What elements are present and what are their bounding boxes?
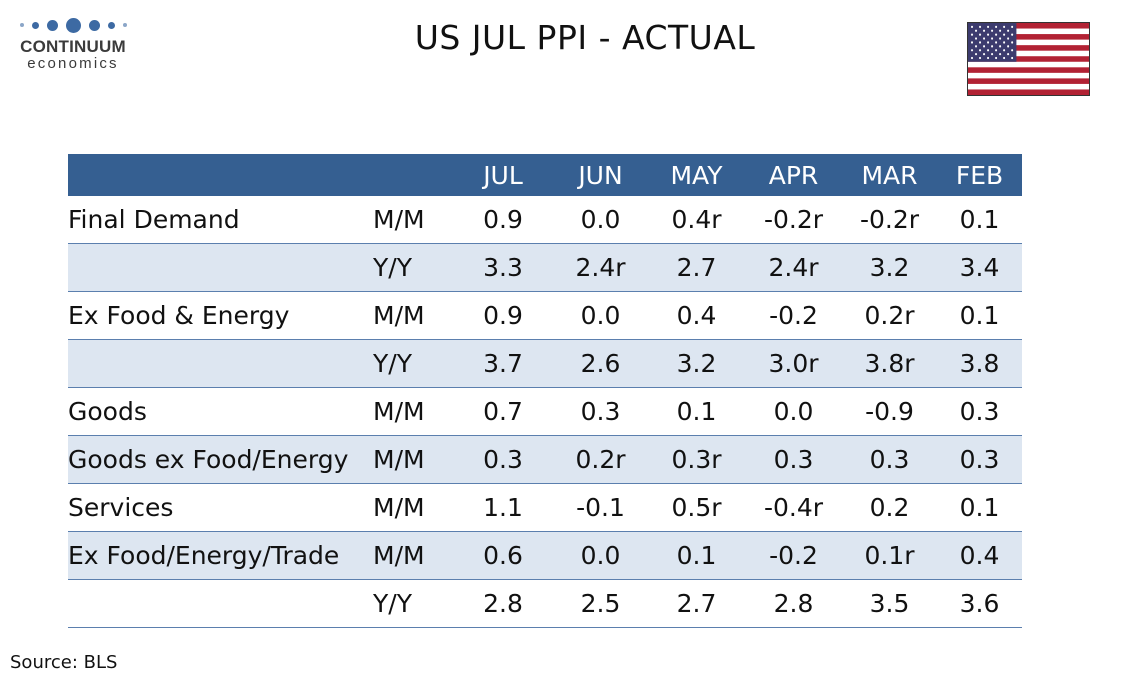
table-row: Goods ex Food/Energy M/M 0.3 0.2r 0.3r 0.3 0.3… bbox=[68, 435, 1022, 484]
row-measure: M/M bbox=[373, 301, 425, 330]
column-header: MAY bbox=[648, 154, 745, 196]
logo-subtitle: economics bbox=[27, 55, 119, 72]
table-cell: -0.2r bbox=[763, 205, 824, 234]
table-cell: 0.0 bbox=[580, 541, 621, 570]
row-measure: M/M bbox=[373, 541, 425, 570]
row-measure: Y/Y bbox=[373, 349, 412, 378]
table-cell: 3.6 bbox=[959, 589, 1000, 618]
table-cell: 0.3 bbox=[580, 397, 621, 426]
continuum-logo: CONTINUUM economics bbox=[14, 14, 132, 72]
row-label: Ex Food & Energy bbox=[68, 301, 290, 330]
table-cell: 0.4 bbox=[959, 541, 1000, 570]
table-row: Final Demand M/M 0.9 0.0 0.4r -0.2r -0.2r 0.1 bbox=[68, 196, 1022, 244]
table-cell: 0.1 bbox=[676, 541, 717, 570]
table-row: Ex Food & Energy M/M 0.9 0.0 0.4 -0.2 0.2r 0.1 bbox=[68, 292, 1022, 340]
table-cell: 0.9 bbox=[483, 205, 523, 234]
row-measure: M/M bbox=[373, 205, 425, 234]
table-cell: 0.3 bbox=[959, 397, 1000, 426]
row-label: Goods bbox=[68, 397, 147, 426]
table-cell: 0.7 bbox=[483, 397, 523, 426]
table-cell: 2.8 bbox=[483, 589, 523, 618]
table-cell: 0.1 bbox=[959, 493, 1000, 522]
row-measure: M/M bbox=[373, 445, 425, 474]
table-row: Goods M/M 0.7 0.3 0.1 0.0 -0.9 0.3 bbox=[68, 388, 1022, 436]
table-cell: 3.7 bbox=[483, 349, 523, 378]
table-cell: 0.0 bbox=[773, 397, 814, 426]
column-header: FEB bbox=[937, 154, 1022, 196]
column-header: APR bbox=[745, 154, 842, 196]
row-label: Ex Food/Energy/Trade bbox=[68, 541, 340, 570]
source-note: Source: BLS bbox=[10, 652, 118, 673]
table-cell: -0.2r bbox=[859, 205, 920, 234]
table-row: Ex Food/Energy/Trade M/M 0.6 0.0 0.1 -0.2 0.1r… bbox=[68, 531, 1022, 580]
table-cell: 0.1 bbox=[959, 301, 1000, 330]
table-cell: 2.4r bbox=[768, 253, 819, 282]
row-label: Goods ex Food/Energy bbox=[68, 445, 349, 474]
table-header-row: JUL JUN MAY APR MAR FEB bbox=[68, 154, 1022, 196]
table-cell: 0.4 bbox=[676, 301, 717, 330]
page-title: US JUL PPI - ACTUAL bbox=[414, 18, 756, 57]
table-cell: 3.2 bbox=[676, 349, 717, 378]
table-cell: -0.4r bbox=[763, 493, 824, 522]
column-header: JUN bbox=[553, 154, 648, 196]
table-cell: 0.3 bbox=[773, 445, 814, 474]
logo-dots-icon bbox=[14, 14, 132, 36]
table-row: Services M/M 1.1 -0.1 0.5r -0.4r 0.2 0.1 bbox=[68, 484, 1022, 532]
row-label bbox=[68, 580, 373, 628]
table-cell: 0.3 bbox=[959, 445, 1000, 474]
table-cell: 0.2 bbox=[869, 493, 910, 522]
table-cell: 0.0 bbox=[580, 205, 621, 234]
table-cell: 3.4 bbox=[959, 253, 1000, 282]
header-label-spacer bbox=[68, 154, 373, 196]
table-cell: 0.1r bbox=[864, 541, 915, 570]
table-row: Y/Y 2.8 2.5 2.7 2.8 3.5 3.6 bbox=[68, 580, 1022, 628]
table-cell: 0.6 bbox=[483, 541, 523, 570]
table-cell: 2.5 bbox=[580, 589, 621, 618]
row-measure: M/M bbox=[373, 493, 425, 522]
table-cell: 0.9 bbox=[483, 301, 523, 330]
table-cell: -0.1 bbox=[576, 493, 625, 522]
table-cell: -0.2 bbox=[769, 541, 818, 570]
row-label: Services bbox=[68, 493, 174, 522]
row-measure: Y/Y bbox=[373, 589, 412, 618]
table-cell: 3.8 bbox=[959, 349, 1000, 378]
table-cell: 3.8r bbox=[864, 349, 915, 378]
table-cell: 0.3r bbox=[671, 445, 722, 474]
row-measure: M/M bbox=[373, 397, 425, 426]
table-cell: 3.5 bbox=[869, 589, 910, 618]
row-label: Final Demand bbox=[68, 205, 240, 234]
table-cell: 3.3 bbox=[483, 253, 523, 282]
row-label bbox=[68, 244, 373, 292]
column-header: MAR bbox=[842, 154, 937, 196]
table-cell: 2.4r bbox=[575, 253, 626, 282]
table-cell: 0.2r bbox=[864, 301, 915, 330]
row-label bbox=[68, 340, 373, 388]
table-cell: 0.0 bbox=[580, 301, 621, 330]
table-cell: 2.6 bbox=[580, 349, 621, 378]
table-cell: 0.2r bbox=[575, 445, 626, 474]
column-header: JUL bbox=[453, 154, 553, 196]
table-cell: 0.1 bbox=[676, 397, 717, 426]
table-cell: 0.4r bbox=[671, 205, 722, 234]
table-cell: 2.7 bbox=[676, 253, 717, 282]
logo-name: CONTINUUM bbox=[20, 37, 126, 56]
ppi-table: JUL JUN MAY APR MAR FEB Final Demand M/M 0… bbox=[68, 154, 1022, 628]
table-cell: -0.9 bbox=[865, 397, 914, 426]
table-cell: 0.5r bbox=[671, 493, 722, 522]
table-cell: 2.7 bbox=[676, 589, 717, 618]
table-cell: 1.1 bbox=[483, 493, 523, 522]
table-cell: 0.1 bbox=[959, 205, 1000, 234]
row-measure: Y/Y bbox=[373, 253, 412, 282]
table-cell: 2.8 bbox=[773, 589, 814, 618]
us-flag-icon bbox=[967, 22, 1090, 96]
header-measure-spacer bbox=[373, 154, 453, 196]
table-cell: -0.2 bbox=[769, 301, 818, 330]
table-cell: 0.3 bbox=[483, 445, 523, 474]
table-row: Y/Y 3.7 2.6 3.2 3.0r 3.8r 3.8 bbox=[68, 339, 1022, 388]
table-cell: 0.3 bbox=[869, 445, 910, 474]
table-cell: 3.2 bbox=[869, 253, 910, 282]
table-cell: 3.0r bbox=[768, 349, 819, 378]
table-row: Y/Y 3.3 2.4r 2.7 2.4r 3.2 3.4 bbox=[68, 243, 1022, 292]
